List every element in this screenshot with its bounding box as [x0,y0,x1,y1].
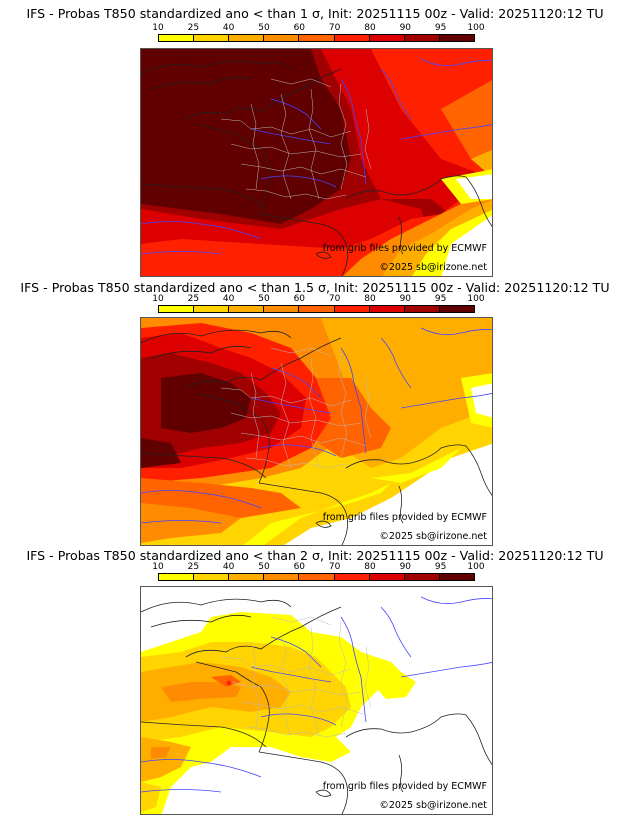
colorbar-segment [229,574,265,580]
colorbar-tick: 90 [399,23,412,33]
data-source-credit: from grib files provided by ECMWF [322,512,487,523]
colorbar-tick: 40 [222,294,235,304]
colorbar-tick: 40 [222,23,235,33]
colorbar-segment [229,35,265,41]
colorbar-segment [264,574,300,580]
colorbar-tick: 70 [328,294,341,304]
data-source-credit: from grib files provided by ECMWF [322,781,487,792]
colorbar-tick: 70 [328,562,341,572]
colorbar-segment [404,574,440,580]
colorbar-segment [264,306,300,312]
colorbar [158,34,475,42]
map-canvas [141,49,492,276]
colorbar-segment [194,574,230,580]
colorbar-tick: 90 [399,562,412,572]
colorbar-tick: 60 [293,562,306,572]
colorbar-tick: 60 [293,294,306,304]
colorbar-tick: 95 [434,294,447,304]
colorbar-segment [369,574,405,580]
colorbar-tick: 100 [467,294,485,304]
probability-map: from grib files provided by ECMWF ©2025 … [140,48,493,277]
colorbar-segment [439,35,474,41]
coastlines [141,60,492,276]
data-source-credit: from grib files provided by ECMWF [322,243,487,254]
probability-map: from grib files provided by ECMWF ©2025 … [140,317,493,546]
colorbar-segment [439,306,474,312]
panel-title: IFS - Probas T850 standardized ano < tha… [20,280,610,295]
colorbar-tick: 50 [258,294,270,304]
copyright-credit: ©2025 sb@irizone.net [379,262,487,273]
colorbar-ticks: 10 25 40 50 60 70 80 90 95 100 [152,562,484,572]
forecast-panel-2sigma: IFS - Probas T850 standardized ano < tha… [0,547,630,822]
colorbar-tick: 95 [434,23,447,33]
colorbar-segment [334,574,370,580]
panel-title: IFS - Probas T850 standardized ano < tha… [26,6,604,21]
colorbar [158,305,475,313]
colorbar-tick: 10 [152,562,164,572]
colorbar-tick: 80 [364,562,376,572]
rivers [141,58,492,255]
colorbar-tick: 60 [293,23,306,33]
colorbar-tick: 50 [258,562,270,572]
colorbar-segment [299,35,335,41]
colorbar-tick: 95 [434,562,447,572]
colorbar-tick: 80 [364,23,376,33]
map-canvas [141,587,492,814]
colorbar-tick: 25 [187,562,200,572]
colorbar-segment [194,306,230,312]
colorbar-ticks: 10 25 40 50 60 70 80 90 95 100 [152,294,484,304]
colorbar-tick: 25 [187,294,200,304]
panel-title: IFS - Probas T850 standardized ano < tha… [26,548,604,563]
colorbar-segment [299,574,335,580]
copyright-credit: ©2025 sb@irizone.net [379,800,487,811]
colorbar-ticks: 10 25 40 50 60 70 80 90 95 100 [152,23,484,33]
rivers [141,596,492,793]
colorbar-segment [159,35,195,41]
colorbar-tick: 70 [328,23,341,33]
colorbar-tick: 10 [152,23,164,33]
rivers [141,327,492,524]
coastlines [141,329,492,545]
department-borders [220,78,372,200]
copyright-credit: ©2025 sb@irizone.net [379,531,487,542]
colorbar-segment [264,35,300,41]
colorbar-tick: 25 [187,23,200,33]
colorbar-segment [334,306,370,312]
colorbar-tick: 50 [258,23,270,33]
department-borders [220,347,372,469]
coastlines [141,598,492,814]
colorbar-segment [369,306,405,312]
colorbar-segment [439,574,474,580]
colorbar-segment [159,574,195,580]
colorbar-segment [369,35,405,41]
map-canvas [141,318,492,545]
colorbar-segment [404,306,440,312]
colorbar-tick: 100 [467,23,485,33]
colorbar-segment [404,35,440,41]
colorbar-tick: 90 [399,294,412,304]
colorbar-segment [229,306,265,312]
forecast-panel-1sigma: IFS - Probas T850 standardized ano < tha… [0,0,630,280]
colorbar-segment [194,35,230,41]
colorbar [158,573,475,581]
colorbar-tick: 40 [222,562,235,572]
department-borders [220,616,372,738]
probability-map: from grib files provided by ECMWF ©2025 … [140,586,493,815]
colorbar-tick: 80 [364,294,376,304]
forecast-panel-1-5sigma: IFS - Probas T850 standardized ano < tha… [0,278,630,548]
colorbar-segment [299,306,335,312]
colorbar-segment [334,35,370,41]
colorbar-tick: 10 [152,294,164,304]
colorbar-segment [159,306,195,312]
colorbar-tick: 100 [467,562,485,572]
